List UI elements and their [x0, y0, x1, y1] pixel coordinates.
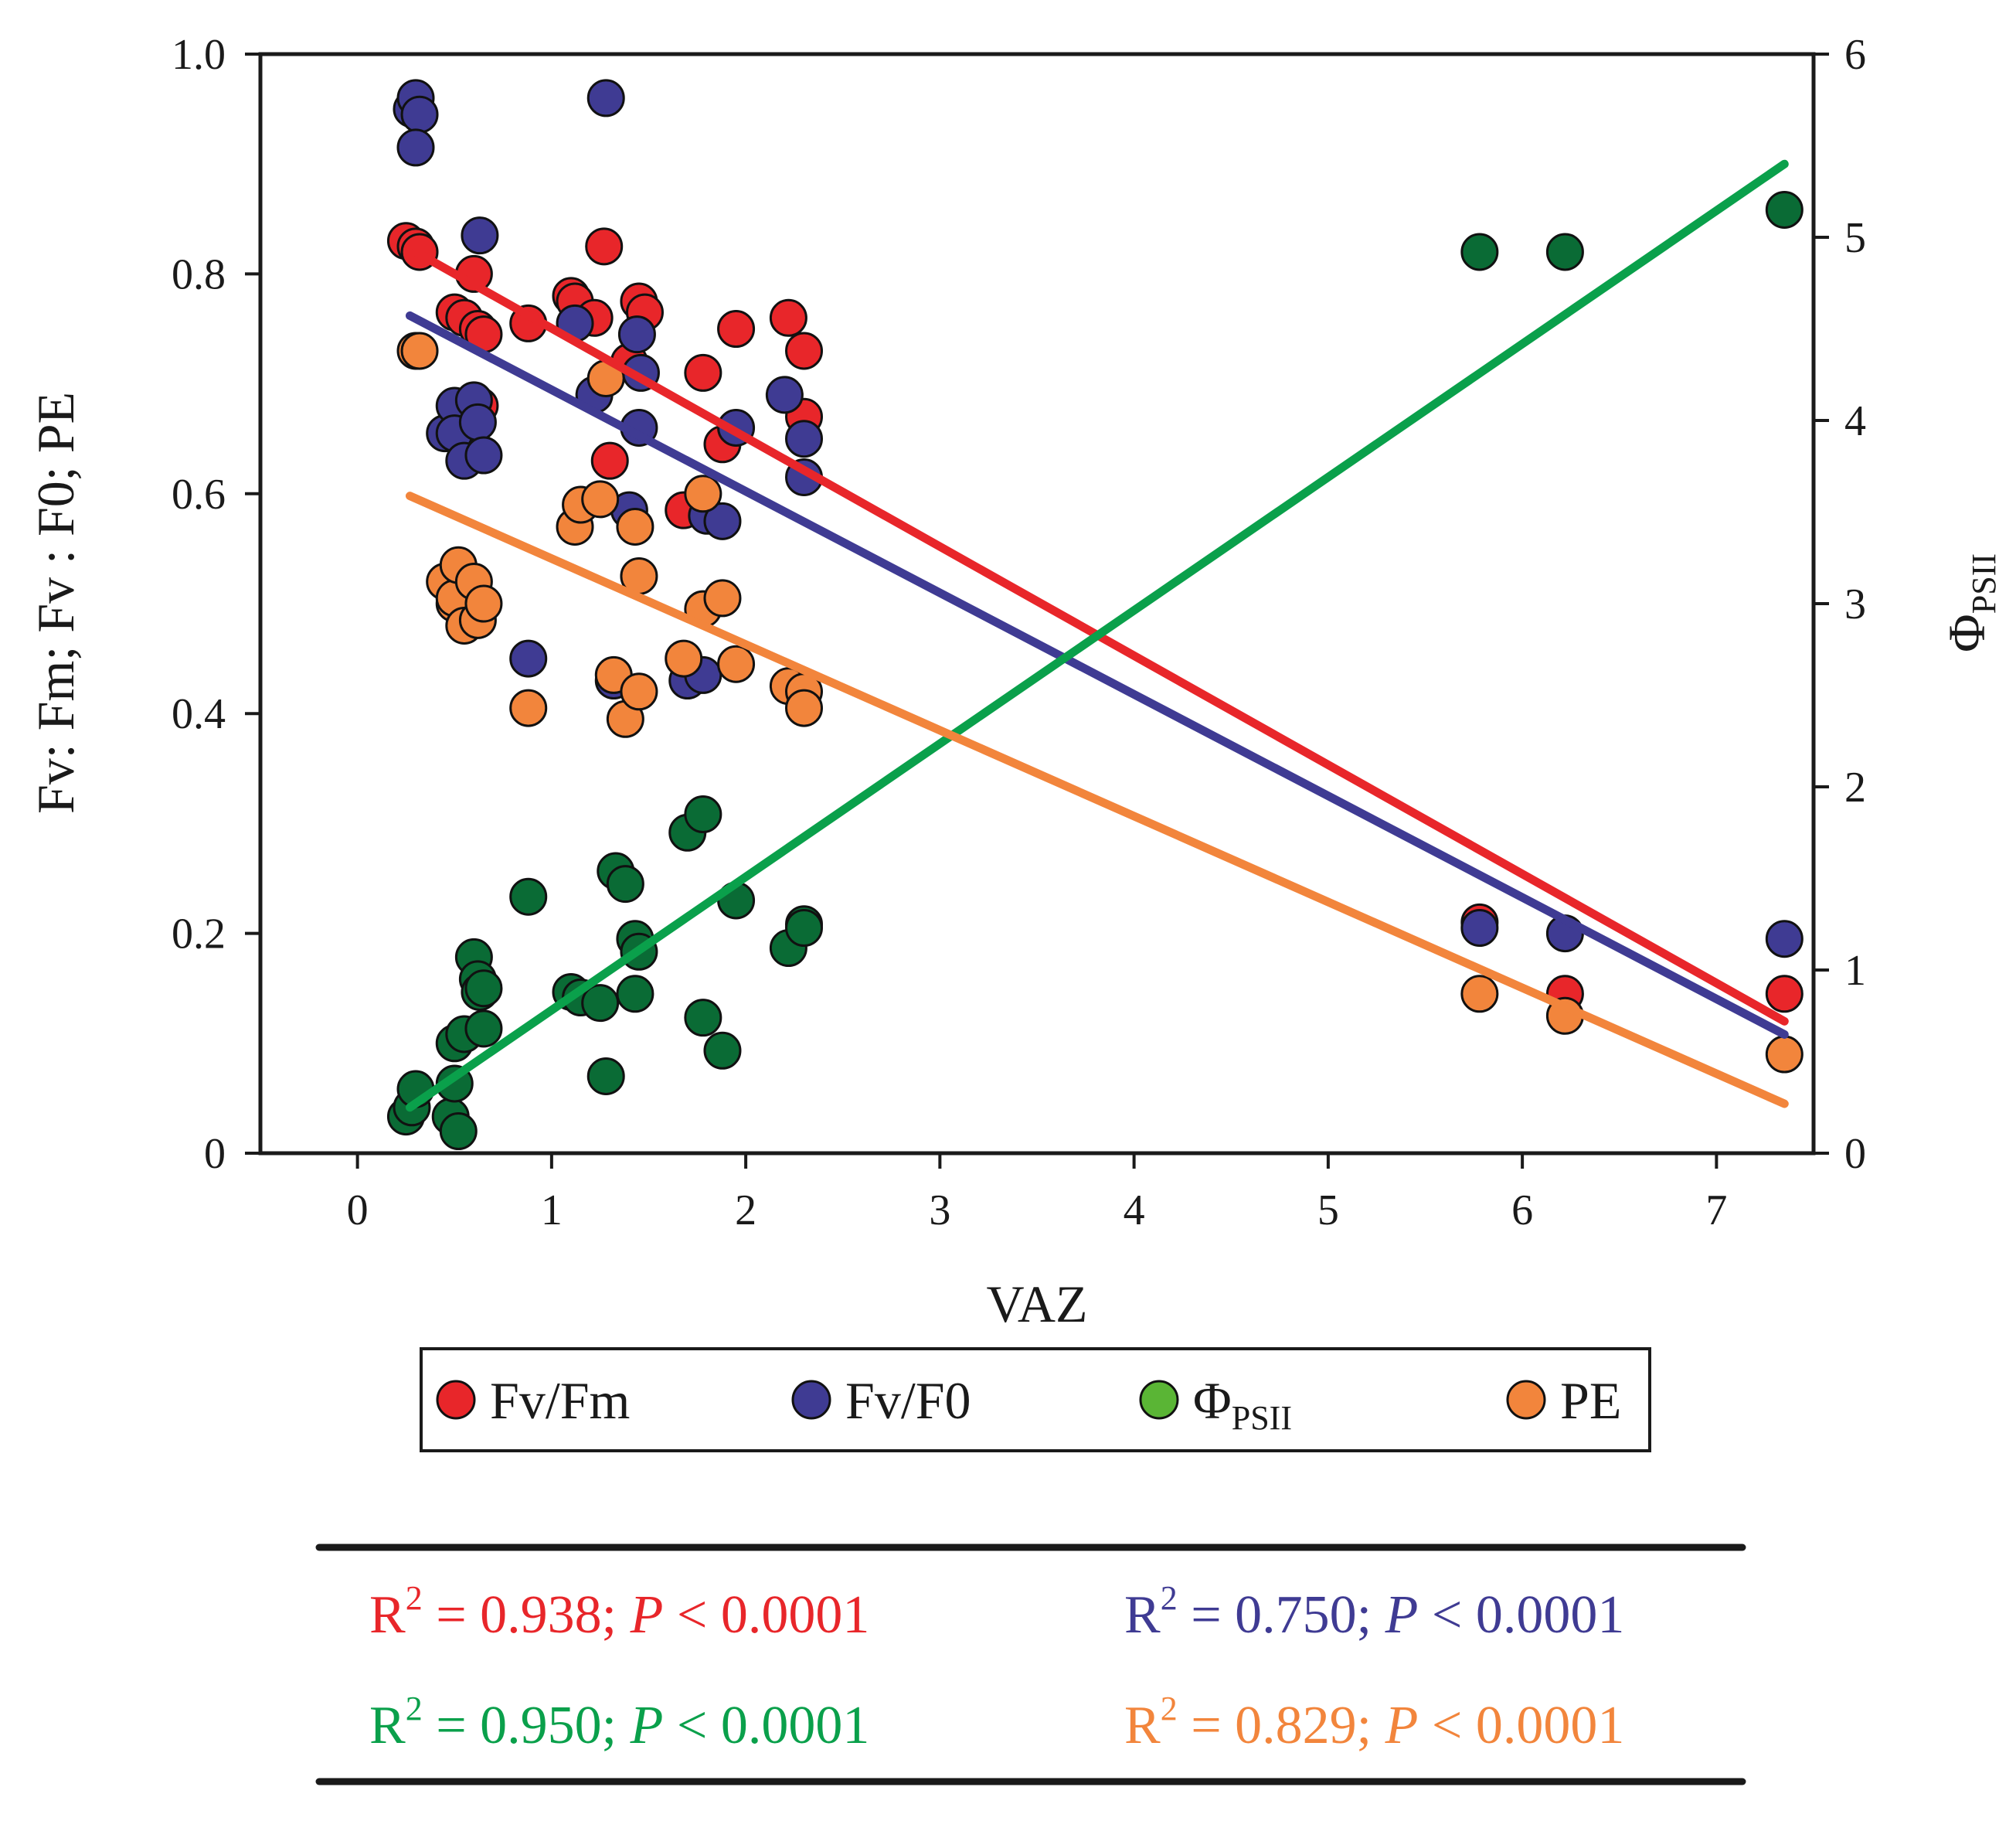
data-point-fvf0 — [617, 315, 656, 354]
data-point-pe — [717, 645, 756, 683]
data-point-phi-psii — [703, 1031, 742, 1070]
data-point-fvfm — [585, 227, 624, 266]
data-point-fvf0 — [785, 420, 823, 458]
data-point-pe — [581, 480, 620, 519]
data-point-phi-psii — [581, 984, 620, 1023]
y-left-tick-label: 0 — [204, 1130, 226, 1178]
plot-frame — [258, 52, 1816, 1156]
data-point-fvf0 — [1460, 908, 1499, 947]
legend-label-fvfm: Fv/Fm — [490, 1371, 630, 1430]
data-point-pe — [703, 579, 742, 618]
data-point-fvf0 — [703, 502, 742, 540]
x-axis-title: VAZ — [987, 1275, 1088, 1333]
y-left-tick-label: 0.6 — [172, 471, 226, 519]
data-point-pe — [665, 639, 703, 678]
x-tick-label: 3 — [929, 1186, 950, 1234]
y-right-tick-label: 5 — [1844, 214, 1866, 262]
data-point-fvf0 — [464, 436, 503, 475]
x-tick-label: 0 — [347, 1186, 369, 1234]
data-point-fvf0 — [586, 79, 625, 117]
legend-marker-fvfm — [436, 1380, 476, 1420]
data-point-phi-psii — [464, 969, 503, 1008]
data-point-fvfm — [1765, 975, 1804, 1013]
stats-fvfm: R2 = 0.938; P < 0.0001 — [369, 1579, 869, 1645]
x-tick-label: 7 — [1705, 1186, 1727, 1234]
x-tick-label: 1 — [541, 1186, 563, 1234]
data-point-fvf0 — [1765, 920, 1804, 958]
fit-line-phi-psii — [405, 159, 1789, 1112]
x-tick-label: 2 — [735, 1186, 756, 1234]
data-point-pe — [1460, 975, 1499, 1013]
y-right-tick-label: 6 — [1844, 31, 1866, 79]
data-point-pe — [620, 672, 658, 711]
y-axis-right-title-sub: PSII — [1965, 553, 2003, 614]
y-left-tick-label: 0.2 — [172, 911, 226, 958]
data-point-phi-psii — [616, 975, 654, 1013]
legend-marker-phi-psii — [1139, 1380, 1179, 1420]
legend-label-fvf0: Fv/F0 — [845, 1371, 971, 1430]
fit-line-fvf0 — [405, 311, 1789, 1039]
data-point-fvf0 — [765, 376, 804, 414]
data-point-phi-psii — [439, 1112, 478, 1151]
y-left-tick-label: 0.4 — [172, 690, 226, 738]
data-point-phi-psii — [684, 999, 722, 1037]
data-point-fvf0 — [400, 95, 439, 134]
data-point-phi-psii — [464, 1009, 503, 1048]
legend-label-pe: PE — [1560, 1371, 1621, 1430]
x-tick-label: 4 — [1124, 1186, 1145, 1234]
y-left-tick-label: 1.0 — [172, 31, 226, 79]
data-point-fvf0 — [461, 216, 499, 255]
data-point-pe — [616, 507, 654, 546]
y-left-tick-label: 0.8 — [172, 250, 226, 298]
data-point-fvfm — [717, 310, 756, 348]
data-point-fvfm — [769, 298, 807, 337]
x-tick-label: 5 — [1317, 1186, 1339, 1234]
data-point-phi-psii — [785, 908, 823, 947]
data-point-fvf0 — [458, 403, 497, 441]
data-point-phi-psii — [1765, 190, 1804, 229]
data-point-fvfm — [785, 332, 823, 370]
y-axis-right-title: ΦPSII — [1937, 553, 2003, 652]
data-point-phi-psii — [509, 877, 548, 916]
stats-fvf0: R2 = 0.750; P < 0.0001 — [1124, 1579, 1624, 1645]
y-axis-left-title: Fv: Fm; Fv : F0; PE — [26, 392, 85, 814]
data-point-fvf0 — [396, 128, 435, 167]
data-point-fvf0 — [509, 639, 548, 678]
data-point-pe — [785, 689, 823, 727]
stats-pe: R2 = 0.829; P < 0.0001 — [1124, 1690, 1624, 1755]
data-point-pe — [509, 689, 548, 727]
y-right-tick-label: 2 — [1844, 764, 1866, 812]
legend-marker-fvf0 — [791, 1380, 831, 1420]
data-point-pe — [1765, 1035, 1804, 1074]
data-point-pe — [400, 332, 439, 370]
legend-label-phi-psii: ΦPSII — [1193, 1371, 1292, 1437]
data-point-pe — [464, 584, 503, 623]
y-right-tick-label: 4 — [1844, 397, 1866, 445]
data-point-pe — [684, 475, 722, 513]
y-right-tick-label: 1 — [1844, 947, 1866, 995]
legend-box — [420, 1347, 1651, 1452]
x-tick-label: 6 — [1511, 1186, 1533, 1234]
y-axis-right-title-main: Φ — [1937, 614, 1996, 652]
fit-line-pe — [405, 492, 1789, 1108]
legend-marker-pe — [1506, 1380, 1546, 1420]
y-right-tick-label: 3 — [1844, 580, 1866, 628]
data-point-phi-psii — [1545, 233, 1584, 271]
y-right-tick-label: 0 — [1844, 1130, 1866, 1178]
data-point-phi-psii — [684, 795, 722, 834]
data-point-fvfm — [590, 441, 629, 480]
data-point-phi-psii — [606, 865, 644, 904]
stats-phi-psii: R2 = 0.950; P < 0.0001 — [369, 1690, 869, 1755]
data-point-fvfm — [684, 353, 722, 392]
data-point-phi-psii — [1460, 233, 1499, 271]
data-point-phi-psii — [586, 1057, 625, 1095]
